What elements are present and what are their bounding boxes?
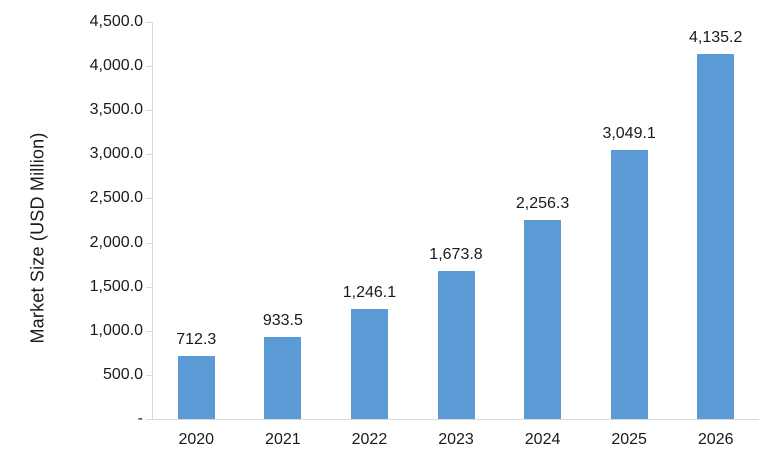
bar-2021 bbox=[264, 336, 302, 419]
y-tick-label: 2,500.0 bbox=[89, 189, 143, 207]
y-tick-label: 2,000.0 bbox=[89, 233, 143, 251]
bar-value-label: 4,135.2 bbox=[689, 29, 743, 47]
y-tick-mark bbox=[146, 198, 152, 199]
x-tick-label: 2024 bbox=[524, 431, 561, 448]
bar-value-label: 712.3 bbox=[176, 331, 217, 349]
y-tick-mark bbox=[146, 154, 152, 155]
bar-2022 bbox=[350, 309, 388, 419]
y-tick-label: 3,000.0 bbox=[89, 145, 143, 163]
y-tick-label: 1,000.0 bbox=[89, 321, 143, 339]
y-tick-mark bbox=[146, 110, 152, 111]
bar-value-label: 933.5 bbox=[262, 311, 303, 329]
y-tick-label: 1,500.0 bbox=[89, 277, 143, 295]
y-tick-mark bbox=[146, 22, 152, 23]
bar-2023 bbox=[437, 271, 475, 419]
bar-2025 bbox=[610, 150, 648, 419]
y-tick-label: 4,000.0 bbox=[89, 57, 143, 75]
y-tick-mark bbox=[146, 243, 152, 244]
y-tick-mark bbox=[146, 287, 152, 288]
x-tick-label: 2022 bbox=[351, 431, 388, 448]
y-axis-line bbox=[152, 22, 153, 419]
x-tick-label: 2025 bbox=[611, 431, 647, 448]
y-axis-title: Market Size (USD Million) bbox=[27, 132, 48, 344]
y-tick-mark bbox=[146, 331, 152, 332]
bar-value-label: 1,246.1 bbox=[342, 284, 397, 302]
x-axis-line bbox=[152, 419, 759, 420]
y-tick-mark bbox=[146, 375, 152, 376]
bar-value-label: 3,049.1 bbox=[602, 125, 656, 142]
bar-2026 bbox=[697, 54, 735, 419]
y-tick-mark bbox=[146, 419, 152, 420]
bar-value-label: 1,673.8 bbox=[429, 246, 483, 264]
x-tick-label: 2020 bbox=[178, 431, 215, 448]
y-tick-mark bbox=[146, 66, 152, 67]
y-tick-label: - bbox=[137, 410, 143, 427]
y-tick-label: 4,500.0 bbox=[89, 13, 143, 30]
y-tick-label: 3,500.0 bbox=[89, 101, 143, 119]
x-tick-label: 2021 bbox=[265, 431, 301, 448]
bar-2020 bbox=[177, 356, 215, 419]
x-tick-label: 2026 bbox=[697, 431, 734, 448]
bar-2024 bbox=[524, 219, 562, 419]
y-tick-label: 500.0 bbox=[102, 365, 143, 383]
x-tick-label: 2023 bbox=[438, 431, 474, 448]
bar-value-label: 2,256.3 bbox=[515, 194, 570, 212]
